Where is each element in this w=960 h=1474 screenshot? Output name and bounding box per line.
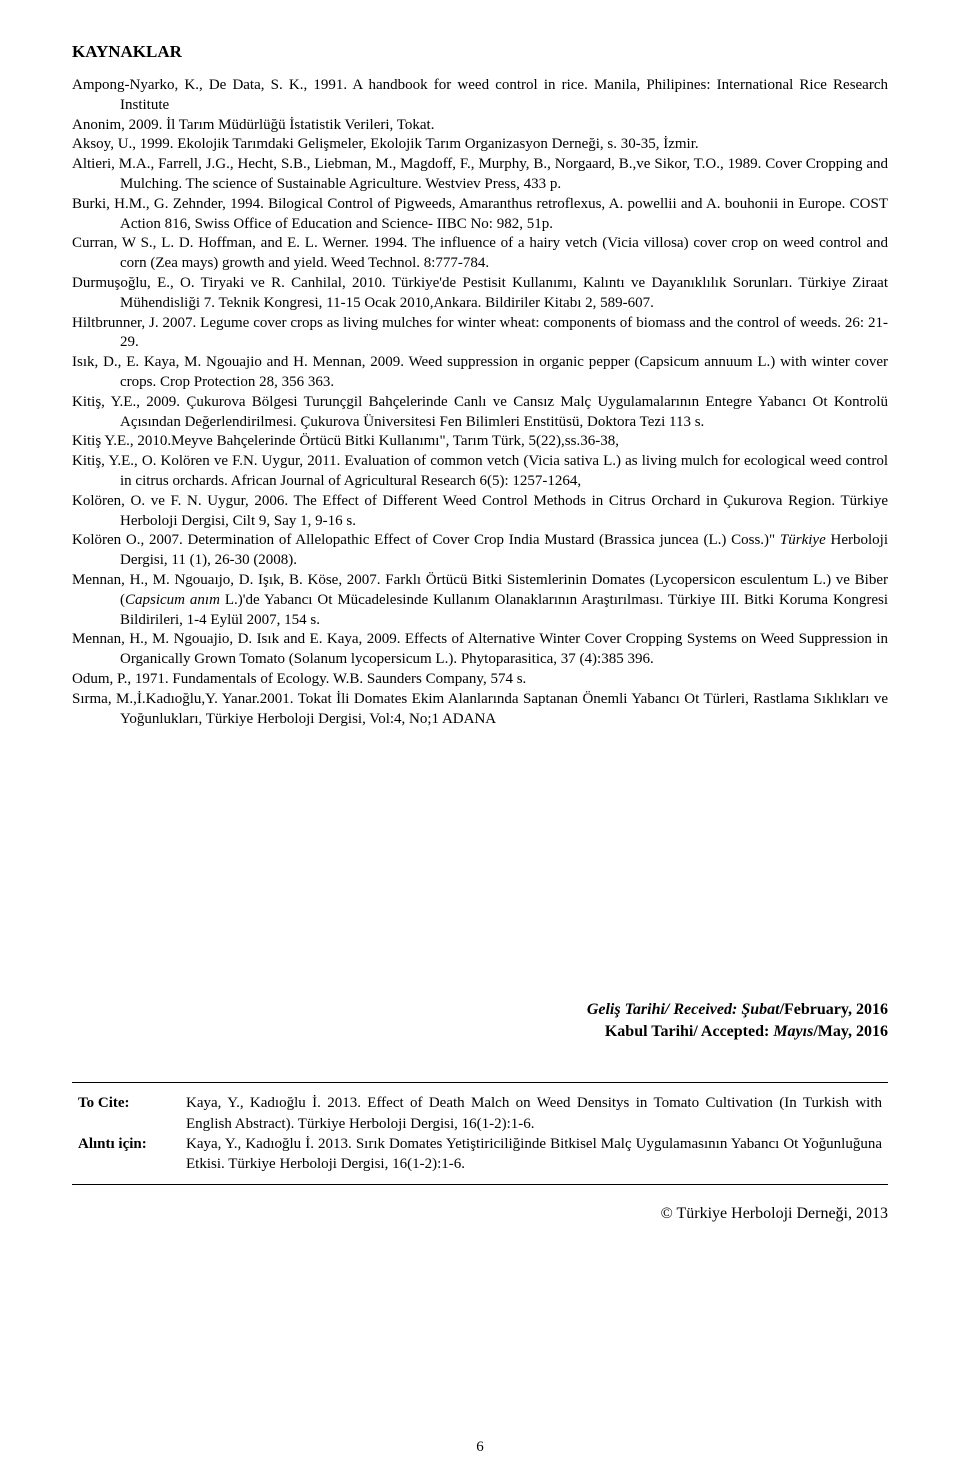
alinti-label: Alıntı için:	[78, 1134, 178, 1175]
reference-item: Kolören O., 2007. Determination of Allel…	[72, 531, 888, 571]
reference-item: Kitiş Y.E., 2010.Meyve Bahçelerinde Örtü…	[72, 432, 888, 452]
to-cite-text: Kaya, Y., Kadıoğlu İ. 2013. Effect of De…	[178, 1093, 882, 1134]
accepted-label: Kabul Tarihi/ Accepted:	[605, 1023, 773, 1040]
reference-italic: Türkiye	[780, 532, 826, 548]
reference-item: Mennan, H., M. Ngouajio, D. Isık and E. …	[72, 630, 888, 670]
reference-item: Anonim, 2009. İl Tarım Müdürlüğü İstatis…	[72, 116, 888, 136]
received-month: Şubat	[741, 1001, 779, 1018]
dates-block: Geliş Tarihi/ Received: Şubat/February, …	[72, 999, 888, 1042]
reference-item: Sırma, M.,İ.Kadıoğlu,Y. Yanar.2001. Toka…	[72, 690, 888, 730]
to-cite-row: To Cite: Kaya, Y., Kadıoğlu İ. 2013. Eff…	[78, 1093, 882, 1134]
copyright-line: © Türkiye Herboloji Derneği, 2013	[72, 1205, 888, 1223]
reference-item: Aksoy, U., 1999. Ekolojik Tarımdaki Geli…	[72, 135, 888, 155]
alinti-row: Alıntı için: Kaya, Y., Kadıoğlu İ. 2013.…	[78, 1134, 882, 1175]
reference-item: Kolören, O. ve F. N. Uygur, 2006. The Ef…	[72, 492, 888, 532]
reference-item: Ampong-Nyarko, K., De Data, S. K., 1991.…	[72, 76, 888, 116]
reference-item: Altieri, M.A., Farrell, J.G., Hecht, S.B…	[72, 155, 888, 195]
reference-item: Isık, D., E. Kaya, M. Ngouajio and H. Me…	[72, 353, 888, 393]
reference-italic: Capsicum anım	[125, 592, 220, 608]
citation-box: To Cite: Kaya, Y., Kadıoğlu İ. 2013. Eff…	[72, 1082, 888, 1185]
received-tail: /February, 2016	[780, 1001, 888, 1018]
reference-item: Odum, P., 1971. Fundamentals of Ecology.…	[72, 670, 888, 690]
reference-item: Burki, H.M., G. Zehnder, 1994. Bilogical…	[72, 195, 888, 235]
to-cite-label: To Cite:	[78, 1093, 178, 1134]
received-line: Geliş Tarihi/ Received: Şubat/February, …	[72, 999, 888, 1021]
reference-item: Kitiş, Y.E., O. Kolören ve F.N. Uygur, 2…	[72, 452, 888, 492]
accepted-tail: /May, 2016	[813, 1023, 888, 1040]
references-list: Ampong-Nyarko, K., De Data, S. K., 1991.…	[72, 76, 888, 729]
reference-item: Mennan, H., M. Ngouaıjo, D. Işık, B. Kös…	[72, 571, 888, 630]
accepted-month: Mayıs	[773, 1023, 813, 1040]
reference-item: Hiltbrunner, J. 2007. Legume cover crops…	[72, 314, 888, 354]
reference-item: Durmuşoğlu, E., O. Tiryaki ve R. Canhila…	[72, 274, 888, 314]
received-label: Geliş Tarihi/ Received:	[587, 1001, 742, 1018]
page-number: 6	[0, 1439, 960, 1456]
reference-item: Kitiş, Y.E., 2009. Çukurova Bölgesi Turu…	[72, 393, 888, 433]
accepted-line: Kabul Tarihi/ Accepted: Mayıs/May, 2016	[72, 1021, 888, 1043]
alinti-text: Kaya, Y., Kadıoğlu İ. 2013. Sırık Domate…	[178, 1134, 882, 1175]
section-heading: KAYNAKLAR	[72, 42, 888, 62]
reference-item: Curran, W S., L. D. Hoffman, and E. L. W…	[72, 234, 888, 274]
